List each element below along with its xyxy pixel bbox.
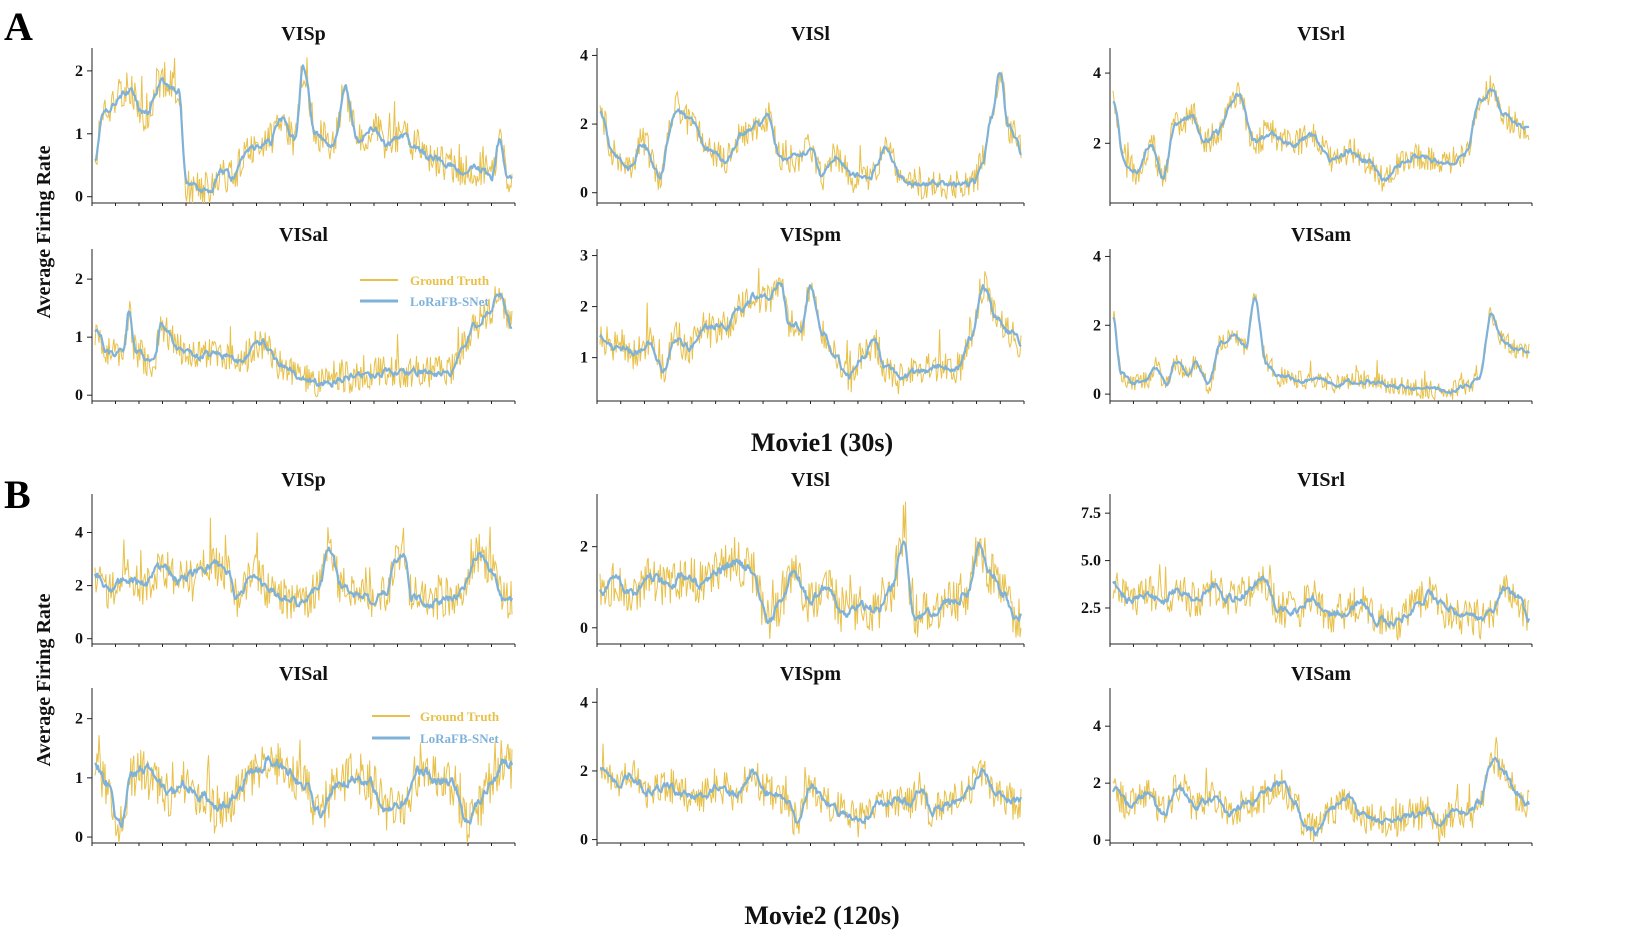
subplot-a-visal: VISal 0 1 2 <box>75 224 516 404</box>
subplot-title: VISrl <box>1297 23 1345 45</box>
series-lorafb-snet <box>93 546 514 609</box>
series-ground-truth <box>599 501 1022 639</box>
subplot-title: VISpm <box>780 663 841 685</box>
movie2-label: Movie2 (120s) <box>744 901 899 930</box>
y-tick-label: 0 <box>75 631 83 648</box>
series-lorafb-snet <box>1111 756 1531 837</box>
y-tick-label: 4 <box>1093 248 1101 265</box>
subplot-title: VISp <box>281 469 325 491</box>
series-lorafb-snet <box>598 540 1023 625</box>
y-tick-label: 2 <box>1093 775 1101 792</box>
y-tick-label: 0 <box>75 829 83 846</box>
y-tick-label: 4 <box>580 47 588 64</box>
series-lorafb-snet <box>1112 296 1530 395</box>
y-tick-label: 0 <box>1093 386 1101 403</box>
subplot-b-visp: VISp 0 2 4 <box>75 469 516 648</box>
legend-b: Ground Truth LoRaFB-SNet <box>372 709 500 746</box>
series-ground-truth <box>1112 564 1530 641</box>
subplot-b-visam: VISam 0 2 4 <box>1093 663 1533 849</box>
subplot-a-visp: VISp 0 1 2 <box>75 23 516 206</box>
series-lorafb-snet <box>599 766 1023 825</box>
y-tick-label: 2.5 <box>1081 600 1101 617</box>
series-ground-truth <box>1112 292 1530 401</box>
subplot-b-visal: VISal 0 1 2 <box>75 663 516 846</box>
y-tick-label: 1 <box>75 329 83 346</box>
y-tick-label: 3 <box>580 248 588 265</box>
subplot-title: VISrl <box>1297 469 1345 491</box>
legend-a: Ground Truth LoRaFB-SNet <box>360 273 490 309</box>
y-tick-label: 4 <box>75 525 83 542</box>
y-tick-label: 4 <box>1093 718 1101 735</box>
y-tick-label: 1 <box>75 126 83 143</box>
legend-b-model-label: LoRaFB-SNet <box>420 731 499 746</box>
subplot-a-visam: VISam 0 2 4 <box>1093 224 1533 404</box>
y-tick-label: 2 <box>580 299 588 316</box>
series-lorafb-snet <box>599 281 1022 381</box>
y-tick-label: 5.0 <box>1081 553 1101 570</box>
y-tick-label: 2 <box>1093 317 1101 334</box>
subplot-a-vispm: VISpm 1 2 3 <box>580 224 1025 404</box>
subplot-title: VISam <box>1291 663 1351 685</box>
series-lorafb-snet <box>94 64 513 194</box>
y-tick-label: 2 <box>580 116 588 133</box>
series-lorafb-snet <box>1112 575 1531 628</box>
y-tick-label: 0 <box>580 832 588 849</box>
subplot-grid: VISp012VISl024VISrl24VISal012VISpm123VIS… <box>75 23 1533 849</box>
series-lorafb-snet <box>599 72 1023 188</box>
y-axis-label-b: Average Firing Rate <box>33 593 55 766</box>
subplot-a-visrl: VISrl 2 4 <box>1093 23 1533 206</box>
subplot-title: VISal <box>279 663 328 685</box>
subplot-a-visl: VISl 0 2 4 <box>580 23 1025 206</box>
y-axis-label-a: Average Firing Rate <box>33 145 55 318</box>
subplot-title: VISal <box>279 224 328 246</box>
panel-a-label: A <box>4 4 33 49</box>
subplot-b-visrl: VISrl 2.5 5.0 7.5 <box>1081 469 1533 647</box>
panel-b-label: B <box>4 472 31 517</box>
y-tick-label: 0 <box>580 620 588 637</box>
subplot-b-visl: VISl 0 2 <box>580 469 1025 647</box>
subplot-title: VISl <box>791 23 830 45</box>
legend-b-ground-truth-label: Ground Truth <box>420 709 500 724</box>
series-ground-truth <box>599 71 1022 201</box>
series-lorafb-snet <box>1112 87 1530 182</box>
subplot-title: VISam <box>1291 224 1351 246</box>
y-tick-label: 2 <box>75 63 83 80</box>
y-tick-label: 1 <box>580 350 588 367</box>
y-tick-label: 2 <box>580 763 588 780</box>
subplot-b-vispm: VISpm 0 2 4 <box>580 663 1025 849</box>
y-tick-label: 0 <box>75 189 83 206</box>
series-lorafb-snet <box>94 755 514 829</box>
y-tick-label: 2 <box>1093 135 1101 152</box>
legend-a-ground-truth-label: Ground Truth <box>410 273 490 288</box>
series-ground-truth <box>599 743 1022 838</box>
y-tick-label: 0 <box>580 185 588 202</box>
y-tick-label: 7.5 <box>1081 505 1101 522</box>
y-tick-label: 4 <box>580 694 588 711</box>
series-ground-truth <box>1112 75 1530 192</box>
y-tick-label: 2 <box>580 539 588 556</box>
y-tick-label: 0 <box>75 387 83 404</box>
y-tick-label: 1 <box>75 770 83 787</box>
series-ground-truth <box>94 517 513 620</box>
y-tick-label: 2 <box>75 271 83 288</box>
subplot-title: VISpm <box>780 224 841 246</box>
legend-a-model-label: LoRaFB-SNet <box>410 294 489 309</box>
series-lorafb-snet <box>94 292 513 388</box>
movie1-label: Movie1 (30s) <box>751 428 893 457</box>
subplot-title: VISl <box>791 469 830 491</box>
series-ground-truth <box>94 57 513 204</box>
subplot-title: VISp <box>281 23 325 45</box>
y-tick-label: 2 <box>75 578 83 595</box>
y-tick-label: 0 <box>1093 832 1101 849</box>
y-tick-label: 2 <box>75 711 83 728</box>
y-tick-label: 4 <box>1093 65 1101 82</box>
series-ground-truth <box>94 735 513 844</box>
